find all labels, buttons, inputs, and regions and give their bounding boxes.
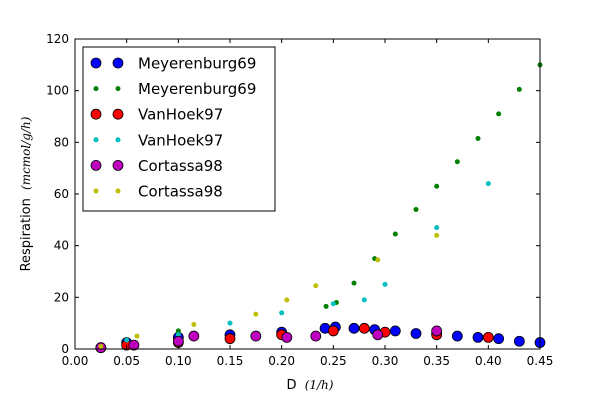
data-point (392, 231, 398, 237)
legend-marker (115, 137, 121, 143)
data-point (327, 325, 339, 337)
x-tick-label: 0.20 (268, 354, 295, 368)
legend-label: Meyerenburg69 (138, 80, 256, 98)
series-4 (95, 325, 443, 354)
legend-marker (93, 188, 99, 194)
data-point (493, 333, 505, 345)
series-5 (98, 232, 440, 349)
data-point (348, 322, 360, 334)
x-tick-label: 0.00 (62, 354, 89, 368)
data-point (482, 331, 494, 343)
data-point (351, 280, 357, 286)
data-point (224, 333, 236, 345)
legend-label: Meyerenburg69 (138, 55, 256, 73)
data-point (191, 321, 197, 327)
data-point (431, 325, 443, 337)
y-tick-label: 0 (61, 342, 69, 356)
x-tick-label: 0.15 (217, 354, 244, 368)
axis-ticks (74, 38, 541, 350)
data-point (361, 297, 367, 303)
tick-labels: 0.00 0.05 0.10 0.15 0.20 0.25 0.30 0.35 0.40 0.45… (46, 32, 553, 368)
data-point (375, 257, 381, 263)
legend-marker (112, 108, 124, 120)
x-axis-label: D (1/h) (287, 378, 334, 393)
legend-label: VanHoek97 (138, 131, 223, 149)
data-point (413, 207, 419, 212)
data-point (128, 339, 140, 351)
y-axis-label: Respiration (mcmol/g/h) (19, 116, 34, 271)
legend-marker (115, 86, 121, 92)
legend-label: Cortassa98 (138, 183, 223, 201)
legend-box (82, 46, 276, 212)
data-point (227, 320, 233, 326)
data-point (475, 135, 481, 141)
y-axis-label-unit: (mcmol/g/h) (19, 116, 33, 190)
y-tick-label: 80 (54, 135, 69, 149)
data-point (284, 297, 290, 303)
data-point (188, 330, 200, 342)
data-point (172, 335, 184, 347)
legend-marker (90, 57, 102, 69)
data-point (513, 335, 525, 347)
data-point (281, 331, 293, 343)
legend-marker (93, 86, 99, 92)
data-point (434, 232, 440, 238)
data-point (496, 111, 502, 117)
y-axis-label-text: Respiration (19, 198, 34, 271)
data-point (330, 301, 336, 307)
data-point (98, 343, 104, 349)
data-point (389, 325, 401, 337)
data-point (250, 330, 262, 342)
data-point (434, 183, 440, 189)
data-point (451, 330, 463, 342)
legend-marker (90, 108, 102, 120)
data-point (472, 331, 484, 343)
legend-marker (93, 137, 99, 143)
legend-marker (90, 159, 102, 171)
y-tick-label: 100 (46, 84, 69, 98)
x-tick-label: 0.25 (320, 354, 347, 368)
data-point (434, 225, 440, 231)
legend: Meyerenburg69 Meyerenburg69 VanHoek97 VanHo… (82, 46, 276, 212)
data-point (323, 303, 329, 309)
data-point (253, 311, 259, 317)
legend-marker (112, 57, 124, 69)
data-point (310, 330, 322, 342)
x-tick-label: 0.40 (475, 354, 502, 368)
x-tick-label: 0.05 (113, 354, 140, 368)
x-tick-label: 0.45 (527, 354, 554, 368)
y-tick-label: 60 (54, 187, 69, 201)
data-point (410, 328, 422, 339)
data-point (134, 333, 140, 339)
x-tick-label: 0.30 (372, 354, 399, 368)
data-points (95, 62, 546, 354)
data-point (313, 283, 319, 289)
legend-marker (112, 159, 124, 171)
y-tick-label: 40 (54, 239, 69, 253)
data-point (372, 329, 384, 341)
data-point (382, 281, 388, 287)
x-tick-label: 0.35 (423, 354, 450, 368)
data-point (279, 310, 285, 316)
legend-marker (115, 188, 121, 194)
legend-label: VanHoek97 (138, 106, 223, 124)
x-axis-label-text: D (287, 378, 297, 393)
x-axis-label-unit: (1/h) (305, 378, 334, 392)
data-point (358, 322, 370, 334)
legend-label: Cortassa98 (138, 157, 223, 175)
x-tick-label: 0.10 (165, 354, 192, 368)
y-tick-label: 20 (54, 290, 69, 304)
data-point (454, 159, 460, 165)
data-point (175, 328, 181, 334)
y-tick-label: 120 (46, 32, 69, 46)
data-point (485, 181, 491, 187)
data-point (124, 337, 130, 343)
data-point (516, 86, 522, 92)
